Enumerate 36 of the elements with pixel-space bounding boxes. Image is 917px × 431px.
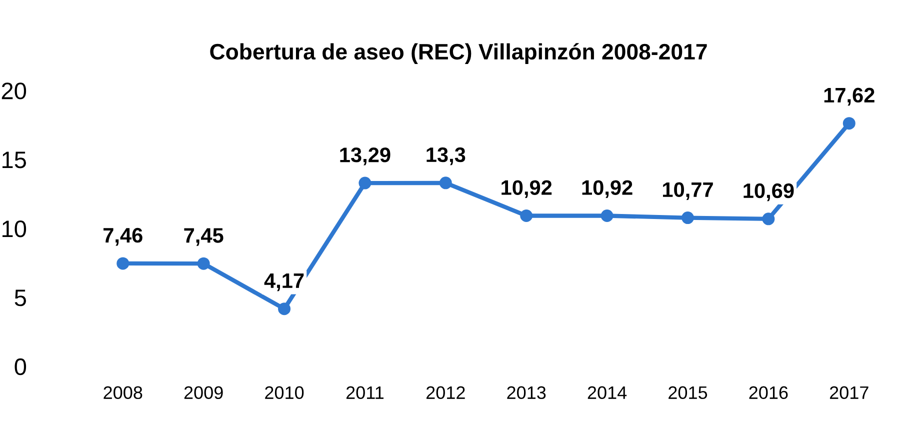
y-tick-label: 10 [2, 220, 26, 238]
point [762, 212, 775, 226]
x-tick-label: 2008 [104, 386, 142, 400]
chart-title: Cobertura de aseo (REC) Villapinzón 2008-2017 [210, 43, 707, 64]
data-label: 10,77 [662, 182, 713, 200]
point [600, 209, 614, 222]
x-tick-label: 2013 [507, 386, 546, 400]
data-label: 13,29 [340, 148, 390, 166]
data-label: 17,62 [824, 88, 874, 106]
x-tick-label: 2012 [426, 386, 465, 400]
data-label: 10,69 [744, 183, 794, 202]
x-tick-label: 2014 [588, 386, 627, 400]
point [197, 257, 210, 270]
data-label: 7,45 [184, 228, 224, 246]
y-tick-label: 20 [2, 82, 26, 100]
point [278, 302, 291, 316]
data-label: 13,3 [426, 147, 466, 166]
data-label: 10,92 [502, 180, 552, 198]
point [116, 257, 130, 270]
data-label: 10,92 [582, 180, 632, 198]
x-tick-label: 2009 [184, 386, 223, 400]
point [439, 176, 452, 190]
y-tick-label: 5 [14, 290, 26, 306]
x-tick-label: 2010 [265, 386, 304, 400]
point [682, 212, 694, 224]
data-label: 7,46 [104, 228, 142, 246]
y-tick-label: 0 [14, 358, 26, 376]
y-tick-label: 15 [2, 152, 26, 168]
x-tick-label: 2015 [668, 386, 708, 400]
point [842, 117, 856, 130]
x-tick-label: 2016 [749, 386, 788, 400]
x-tick-label: 2017 [830, 386, 868, 400]
data-label: 4,17 [264, 274, 304, 292]
x-tick-label: 2011 [346, 386, 384, 400]
point [358, 176, 372, 190]
point [520, 209, 533, 222]
